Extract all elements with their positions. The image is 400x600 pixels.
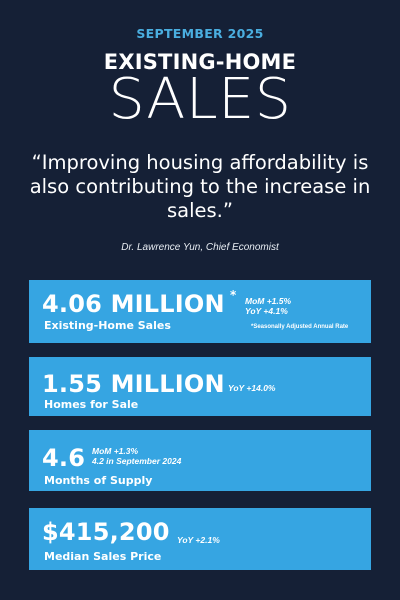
stat-change-yoy: YoY +14.0%	[228, 383, 276, 393]
stat-change-mom: MoM +1.3%	[92, 446, 139, 456]
stat-card-homes-for-sale: 1.55 MILLION YoY +14.0% Homes for Sale	[29, 357, 371, 416]
stat-label: Existing-Home Sales	[44, 319, 171, 332]
stat-change-yoy: YoY +2.1%	[177, 535, 220, 545]
headline: EXISTING-HOME	[103, 50, 297, 74]
stat-card-existing-home-sales: 4.06 MILLION * MoM +1.5% YoY +4.1% Exist…	[29, 280, 371, 343]
report-month: SEPTEMBER 2025	[136, 26, 264, 41]
quote-attribution: Dr. Lawrence Yun, Chief Economist	[121, 242, 279, 253]
stat-value: 1.55 MILLION	[42, 370, 225, 398]
stat-footnote: *Seasonally Adjusted Annual Rate	[251, 324, 349, 330]
stat-comparison: 4.2 in September 2024	[92, 456, 182, 466]
stat-label: Median Sales Price	[44, 550, 162, 563]
subheadline: SALES	[108, 67, 292, 132]
stat-value: 4.06 MILLION	[42, 290, 225, 318]
stat-label: Homes for Sale	[44, 398, 139, 411]
stat-value: $415,200	[42, 518, 170, 546]
stat-label: Months of Supply	[44, 474, 153, 487]
stat-value: 4.6	[42, 444, 86, 472]
stat-card-median-sales-price: $415,200 YoY +2.1% Median Sales Price	[29, 508, 371, 570]
stat-change-mom: MoM +1.5%	[245, 296, 292, 306]
stat-card-months-of-supply: 4.6 MoM +1.3% 4.2 in September 2024 Mont…	[29, 430, 371, 491]
stat-asterisk: *	[230, 288, 237, 302]
quote-text: “Improving housing affordability is also…	[29, 151, 371, 222]
stat-change-yoy: YoY +4.1%	[245, 306, 288, 316]
